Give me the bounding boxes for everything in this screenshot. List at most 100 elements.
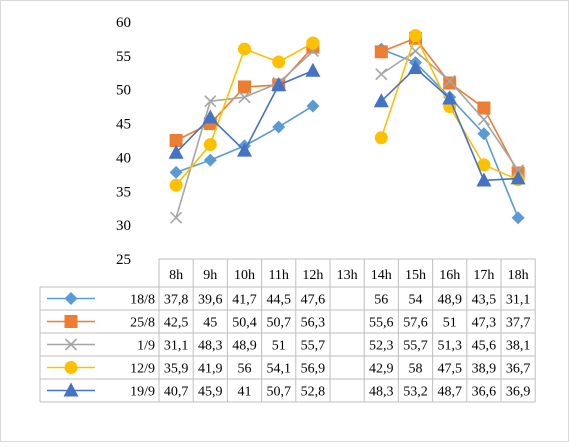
table-cell-value: 42,5 — [164, 316, 189, 331]
data-table: 8h 9h 10h 11h 12h 13h 14h 15h 16h 17h 18h 18/8 37,8 3… — [39, 258, 536, 403]
triangle-marker — [442, 90, 458, 105]
table-cell-value: 43,5 — [472, 293, 497, 308]
square-marker — [477, 101, 491, 115]
circle-marker — [306, 36, 320, 50]
table-cell-value: 56 — [374, 293, 388, 308]
category-label: 18h — [508, 268, 529, 283]
circle-marker — [64, 361, 78, 374]
legend-label: 18/8 — [130, 293, 155, 308]
triangle-marker — [63, 382, 79, 397]
table-cell-value: 35,9 — [164, 362, 189, 377]
triangle-marker — [476, 172, 492, 187]
table-cell-value: 56,3 — [301, 316, 326, 331]
table-cell-value: 48,7 — [437, 385, 462, 400]
table-cell-value: 36,9 — [506, 385, 531, 400]
category-label: 14h — [371, 268, 392, 283]
table-cell-value: 48,9 — [437, 293, 462, 308]
category-label: 12h — [302, 268, 323, 283]
x-marker — [64, 338, 78, 351]
circle-marker — [374, 131, 388, 145]
y-tick-label: 50 — [116, 83, 131, 99]
category-label: 13h — [337, 268, 358, 283]
table-cell-value: 38,1 — [506, 339, 531, 354]
diamond-marker — [203, 153, 217, 167]
x-marker — [375, 68, 388, 81]
plot-series — [168, 29, 526, 225]
square-marker — [64, 315, 78, 328]
table-cell-value: 54,1 — [266, 362, 291, 377]
x-marker — [443, 74, 456, 87]
table-cell-value: 31,1 — [164, 339, 189, 354]
table-cell-value: 39,6 — [198, 293, 223, 308]
category-label: 15h — [405, 268, 426, 283]
table-cell-value: 54 — [409, 293, 423, 308]
circle-marker — [409, 29, 422, 43]
y-tick-label: 35 — [116, 184, 131, 200]
triangle-marker — [305, 62, 321, 77]
triangle-marker — [271, 76, 287, 91]
table-cell-value: 47,5 — [437, 362, 462, 377]
table-cell-value: 47,3 — [472, 316, 497, 331]
circle-marker — [272, 55, 286, 69]
y-tick-label: 25 — [116, 252, 131, 268]
table-cell-value: 37,8 — [164, 293, 189, 308]
x-marker — [238, 91, 251, 104]
category-label: 10h — [234, 268, 255, 283]
triangle-marker — [373, 93, 389, 108]
table-cell-value: 56,9 — [301, 362, 326, 377]
table-cell-value: 37,7 — [506, 316, 531, 331]
circle-marker — [203, 138, 217, 152]
square-marker — [443, 76, 457, 90]
circle-marker — [477, 158, 491, 172]
table-cell-value: 55,6 — [369, 316, 394, 331]
legend-label: 19/9 — [130, 385, 155, 400]
table-cell-value: 51 — [272, 339, 286, 354]
triangle-marker — [408, 60, 423, 75]
diamond-marker — [64, 292, 78, 305]
table-cell-value: 53,2 — [403, 385, 428, 400]
table-cell-value: 44,5 — [266, 293, 291, 308]
triangle-marker — [202, 109, 218, 124]
table-cell-value: 51,3 — [437, 339, 462, 354]
y-tick-label: 30 — [116, 218, 131, 234]
category-label: 16h — [439, 268, 460, 283]
x-marker — [170, 211, 183, 224]
table-cell-value: 41,7 — [232, 293, 257, 308]
table-cell-value: 55,7 — [403, 339, 428, 354]
y-tick-label: 55 — [116, 49, 131, 65]
category-label: 8h — [169, 268, 183, 283]
table-cell-value: 48,9 — [232, 339, 257, 354]
table-cell-value: 48,3 — [198, 339, 223, 354]
category-label: 11h — [268, 268, 288, 283]
diamond-marker — [477, 127, 491, 141]
diamond-marker — [169, 165, 183, 179]
table-cell-value: 41 — [238, 385, 252, 400]
diamond-marker — [306, 99, 320, 113]
triangle-marker — [237, 142, 252, 157]
square-marker — [169, 134, 183, 147]
table-cell-value: 52,8 — [301, 385, 326, 400]
triangle-marker — [168, 144, 184, 159]
table-cell-value: 36,6 — [472, 385, 497, 400]
table-cell-value: 40,7 — [164, 385, 189, 400]
diamond-marker — [511, 211, 525, 225]
diamond-marker — [272, 120, 286, 134]
square-marker — [374, 45, 388, 59]
table-cell-value: 55,7 — [301, 339, 326, 354]
category-label: 17h — [473, 268, 494, 283]
table-cell-value: 56 — [238, 362, 252, 377]
table-cell-value: 50,7 — [266, 385, 291, 400]
x-marker — [512, 164, 525, 177]
square-marker — [238, 80, 251, 94]
legend-label: 1/9 — [137, 339, 155, 354]
x-marker — [477, 113, 490, 126]
x-marker — [204, 95, 217, 108]
y-tick-label: 45 — [116, 117, 131, 133]
y-axis: 25 30 35 40 45 50 55 60 — [116, 15, 131, 268]
table-cell-value: 45,9 — [198, 385, 223, 400]
table-cell-value: 36,7 — [506, 362, 531, 377]
category-label: 9h — [203, 268, 217, 283]
y-tick-label: 60 — [116, 15, 131, 31]
